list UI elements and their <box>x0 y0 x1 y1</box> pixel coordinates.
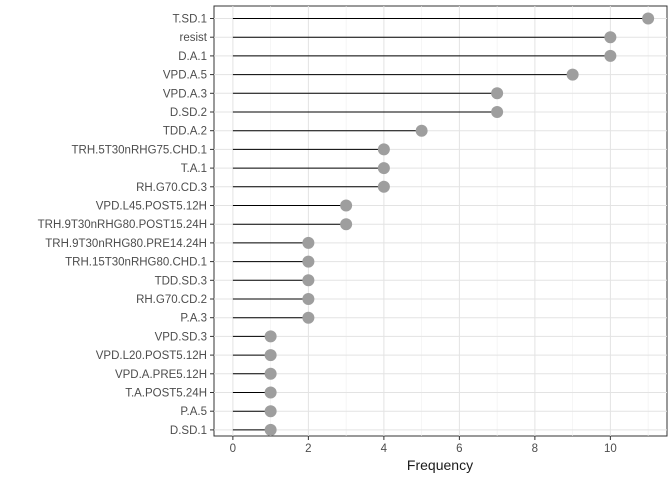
y-tick-label: VPD.A.5 <box>163 70 207 82</box>
y-tick-label: VPD.L45.POST5.12H <box>96 201 207 213</box>
lollipop-point <box>264 405 277 418</box>
y-tick-label: TRH.9T30nRHG80.PRE14.24H <box>45 238 207 250</box>
lollipop-point <box>377 180 390 193</box>
lollipop-point <box>302 236 315 249</box>
y-tick-label: D.SD.2 <box>170 107 207 119</box>
x-tick-label: 4 <box>381 443 388 455</box>
lollipop-point <box>491 87 504 100</box>
lollipop-point <box>264 386 277 399</box>
y-tick-label: VPD.A.3 <box>163 88 207 100</box>
lollipop-stems <box>232 18 649 431</box>
lollipop-point <box>604 49 617 62</box>
y-tick-label: TRH.9T30nRHG80.POST15.24H <box>38 219 207 231</box>
lollipop-point <box>604 31 617 44</box>
lollipop-point <box>340 218 353 231</box>
y-tick-label: TDD.SD.3 <box>155 275 207 287</box>
y-tick-label: P.A.5 <box>180 406 207 418</box>
x-tick-label: 10 <box>604 443 617 455</box>
lollipop-point <box>302 311 315 324</box>
lollipop-point <box>415 124 428 137</box>
y-tick-label: RH.G70.CD.3 <box>136 182 207 194</box>
plot-panel <box>213 5 668 437</box>
x-tick-label: 6 <box>456 443 462 455</box>
y-tick-label: RH.G70.CD.2 <box>136 294 207 306</box>
y-tick-label: TRH.15T30nRHG80.CHD.1 <box>65 257 207 269</box>
y-tick-label: T.SD.1 <box>172 14 207 26</box>
y-tick-label: D.A.1 <box>178 51 207 63</box>
lollipop-point <box>302 255 315 268</box>
x-tick-label: 2 <box>305 443 311 455</box>
lollipop-points <box>264 12 655 436</box>
x-axis-title: Frequency <box>407 457 473 473</box>
lollipop-point <box>340 199 353 212</box>
y-tick-label: TRH.5T30nRHG75.CHD.1 <box>72 144 207 156</box>
lollipop-point <box>302 274 315 287</box>
lollipop-point <box>264 423 277 436</box>
y-tick-label: TDD.A.2 <box>163 126 207 138</box>
y-tick-label: T.A.1 <box>181 163 207 175</box>
lollipop-point <box>377 162 390 175</box>
lollipop-point <box>302 293 315 305</box>
y-tick-label: resist <box>180 32 208 44</box>
y-tick-label: VPD.L20.POST5.12H <box>96 350 207 362</box>
lollipop-point <box>264 330 277 343</box>
x-tick-label: 0 <box>230 443 236 455</box>
lollipop-point <box>264 349 277 362</box>
x-tick-label: 8 <box>532 443 538 455</box>
y-tick-label: T.A.POST5.24H <box>125 388 207 400</box>
y-tick-label: D.SD.1 <box>170 425 207 437</box>
lollipop-point <box>377 143 390 156</box>
lollipop-point <box>566 68 579 81</box>
lollipop-point <box>491 106 504 118</box>
lollipop-point <box>264 367 277 380</box>
y-tick-label: VPD.A.PRE5.12H <box>115 369 207 381</box>
y-tick-label: P.A.3 <box>180 313 207 325</box>
x-axis: 0 2 4 6 8 10 <box>230 436 617 455</box>
lollipop-point <box>642 12 655 25</box>
y-tick-label: VPD.SD.3 <box>155 331 207 343</box>
y-axis: T.SD.1 resist D.A.1 VPD.A.5 VPD.A.3 D.SD.2 TDD… <box>38 14 214 437</box>
